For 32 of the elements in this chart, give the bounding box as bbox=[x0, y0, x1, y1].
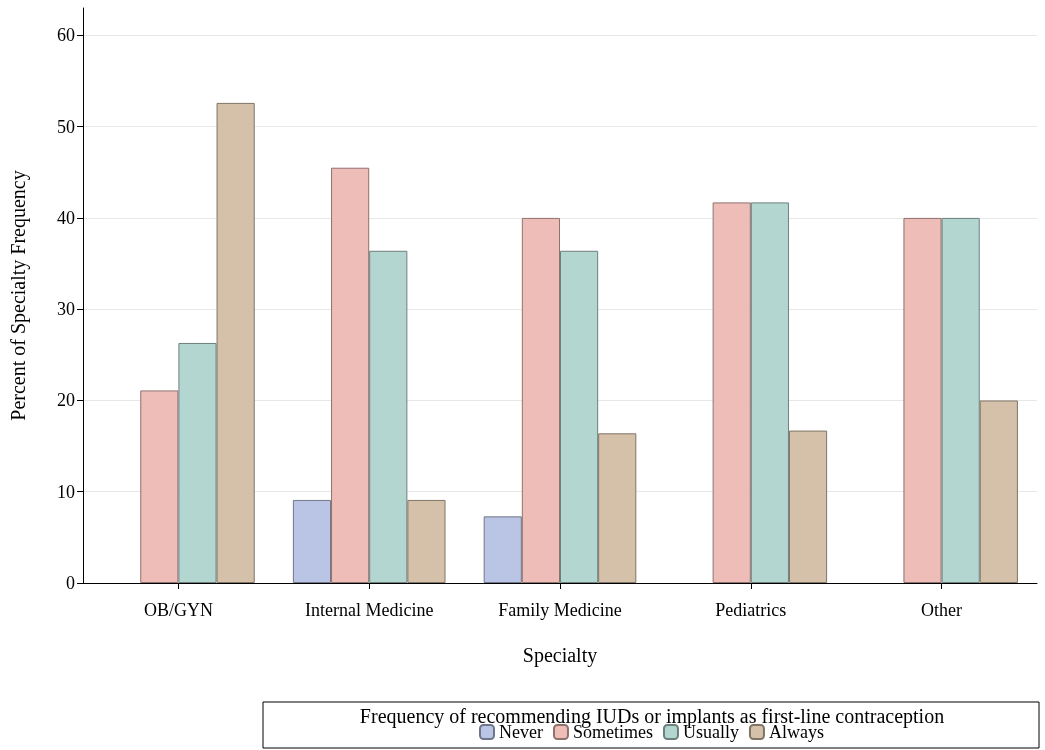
bar bbox=[178, 342, 217, 583]
bar bbox=[560, 250, 599, 583]
y-axis-title: Percent of Specialty Frequency bbox=[7, 170, 30, 421]
x-tick-label: OB/GYN bbox=[143, 600, 213, 620]
bar bbox=[521, 217, 560, 583]
x-tick-label: Internal Medicine bbox=[304, 600, 434, 620]
y-tick-label: 0 bbox=[66, 573, 75, 593]
bar bbox=[788, 430, 828, 583]
bar bbox=[407, 499, 446, 583]
y-tick-label: 10 bbox=[57, 481, 75, 502]
x-tick-label: Family Medicine bbox=[498, 600, 622, 620]
bar bbox=[979, 400, 1018, 583]
legend-label: Always bbox=[768, 722, 824, 742]
bar bbox=[712, 202, 751, 583]
bar bbox=[216, 102, 255, 583]
bar bbox=[903, 217, 942, 583]
bar bbox=[292, 499, 332, 583]
y-tick-label: 60 bbox=[57, 25, 75, 46]
y-tick-label: 20 bbox=[57, 390, 75, 411]
bar bbox=[331, 167, 370, 583]
x-tick-label: Other bbox=[921, 600, 963, 620]
bar bbox=[598, 433, 637, 583]
y-tick-label: 50 bbox=[57, 116, 75, 137]
x-tick-label: Pediatrics bbox=[715, 600, 787, 620]
bar bbox=[369, 250, 408, 583]
x-axis-title: Specialty bbox=[522, 644, 598, 667]
y-tick-label: 30 bbox=[57, 299, 75, 320]
bar bbox=[140, 390, 179, 583]
y-tick-label: 40 bbox=[57, 207, 75, 228]
bar bbox=[483, 516, 522, 583]
bar bbox=[941, 217, 980, 583]
bar bbox=[750, 202, 789, 583]
